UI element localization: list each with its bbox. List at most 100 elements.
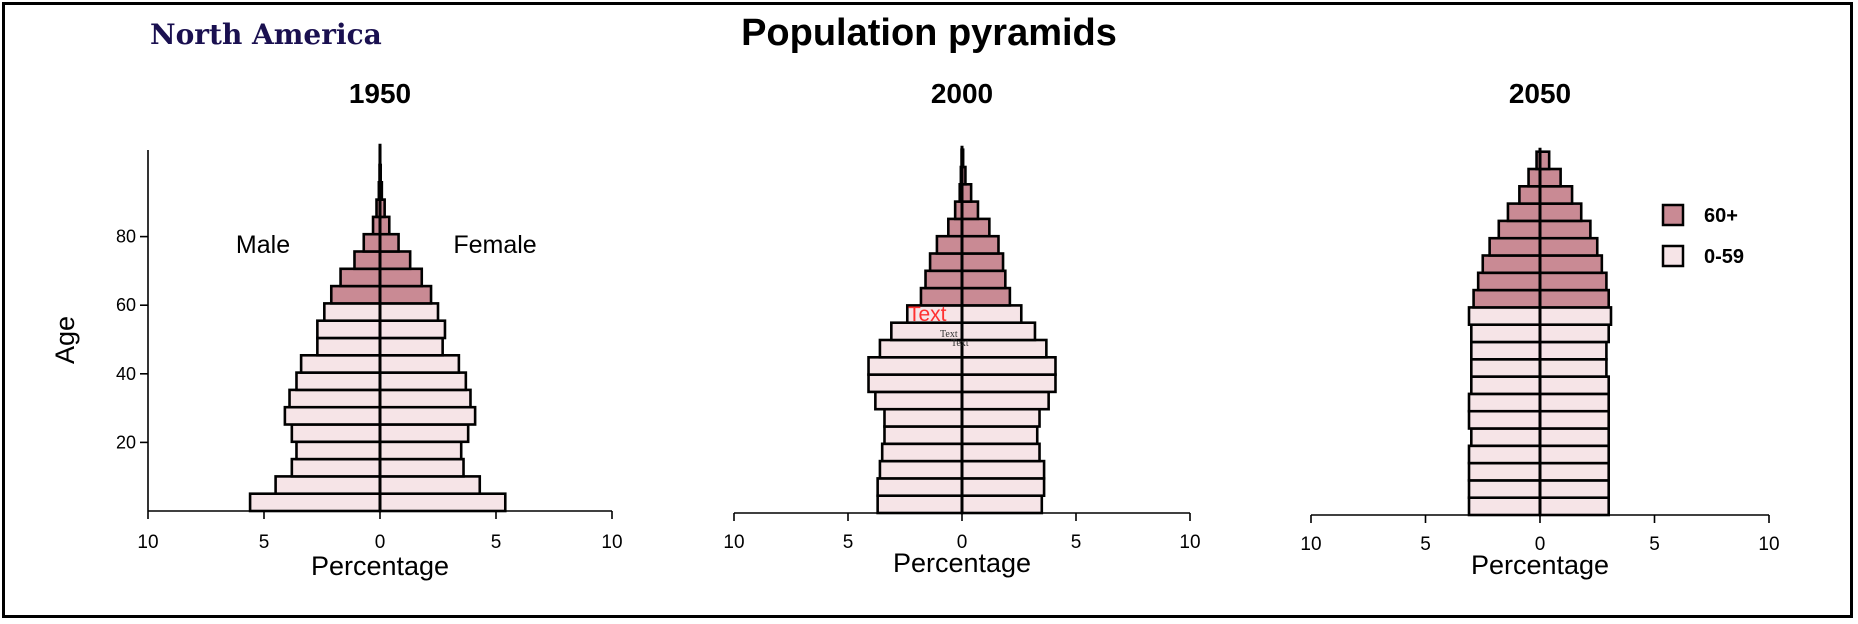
panel-1950-male-bar (288, 388, 382, 409)
panel-2000-female-bar (960, 269, 1007, 290)
panel-2000-male-bar (876, 477, 964, 497)
panel-1950-female-bar (378, 267, 424, 288)
panel-2000-male-bar (947, 217, 964, 238)
panel-1950-male-bar (316, 336, 382, 357)
panel-2000-male-bar (876, 494, 964, 515)
panel-1950-female-bar (378, 319, 447, 340)
panel-1950-male-bar (274, 475, 382, 495)
panel-2000-x-tick-label: 0 (957, 532, 968, 553)
panel-2000-female-bar (960, 355, 1057, 376)
panel-2050-female-bar (1538, 254, 1604, 275)
panel-2050-female-bar (1538, 479, 1610, 499)
panel-2000-female-bar (960, 304, 1023, 324)
panel-2000-male-bar (928, 252, 964, 273)
panel-1950-female-bar (378, 388, 472, 409)
panel-1950-male-bar (295, 371, 382, 392)
panel-2000-female-bar (960, 407, 1041, 428)
panel-2000-female-bar (960, 442, 1041, 463)
panel-2050-female-bar (1538, 323, 1610, 344)
panel-2050-female-bar (1538, 375, 1610, 396)
panel-1950-female-bar (378, 440, 463, 461)
panel-2050-female-bar (1538, 496, 1610, 517)
panel-2050-male-bar (1476, 271, 1542, 292)
panel-1950-female-bar (378, 405, 477, 426)
legend-label-old: 60+ (1704, 205, 1738, 227)
panel-2000-male-bar (878, 338, 964, 359)
panel-2000-male-bar (880, 442, 964, 463)
panel-2050-male-bar (1467, 306, 1542, 326)
panel-2050-year-title: 2050 (1509, 78, 1571, 109)
panel-1950-female-bar (378, 250, 412, 271)
panel-1950-female-bar (378, 302, 440, 322)
panel-1950-male-bar (299, 353, 382, 374)
panel-2000-male-bar (883, 425, 964, 446)
panel-2050-female-bar (1538, 167, 1562, 188)
panel-1950-x-tick-label: 5 (491, 532, 502, 553)
panel-1950-male-bar (295, 440, 382, 461)
panel-2050-female-bar (1538, 288, 1610, 309)
region-label: North America (150, 18, 382, 51)
panel-2000-female-bar (960, 200, 980, 221)
panel-2050-male-bar (1497, 219, 1542, 240)
panel-2000-female-bar (960, 425, 1039, 446)
panel-1950-x-tick-label: 10 (601, 532, 622, 553)
panel-2000-male-bar (878, 459, 964, 480)
panel-1950-female-bar (378, 457, 465, 478)
panel-2050-female-bar (1538, 219, 1592, 240)
panel-1950-male-bar (290, 423, 382, 444)
panel-1950-female-bar (378, 336, 444, 357)
panel-2000-female-bar (960, 477, 1046, 497)
panel-2050-female-bar (1538, 461, 1610, 482)
panel-2000-male-bar (867, 373, 964, 394)
panel-1950-female-bar (378, 423, 470, 444)
panel-2000-female-bar (960, 494, 1044, 515)
panel-2050-female-bar (1538, 236, 1599, 257)
panel-2050-male-bar (1481, 254, 1542, 275)
panel-1950-female-bar (378, 232, 400, 253)
annotation-text-red: Text (908, 303, 947, 326)
panel-2050-x-tick-label: 5 (1420, 534, 1431, 555)
panel-2050-x-tick-label: 5 (1649, 534, 1660, 555)
panel-1950-x-tick-label: 10 (137, 532, 158, 553)
panel-2000-x-tick-label: 10 (1179, 532, 1200, 553)
panel-2050-male-bar (1470, 427, 1542, 448)
panel-2000-male-bar (874, 390, 964, 411)
legend-swatch-old (1661, 203, 1685, 227)
panel-2000-female-bar (960, 390, 1050, 411)
panel-2050-male-bar (1470, 357, 1542, 378)
panel-1950-female-bar (378, 353, 461, 374)
panel-2000-female-bar (960, 217, 991, 238)
panel-2000-female-bar (960, 321, 1037, 342)
panel-2050-female-bar (1538, 409, 1610, 430)
panel-2050-male-bar (1467, 409, 1542, 430)
panel-2050-female-bar (1538, 185, 1574, 205)
panel-2000-male-bar (935, 234, 964, 255)
annotation-text-small: Text (940, 329, 958, 340)
y-tick-label: 60 (116, 295, 136, 315)
panel-2050-female-bar (1538, 427, 1610, 448)
panel-1950-male-bar (323, 302, 382, 322)
legend-label-young: 0-59 (1704, 246, 1744, 268)
annotation-text-small: Text (951, 338, 969, 349)
panel-2050-female-bar (1538, 340, 1608, 361)
panel-2050-female-bar (1538, 357, 1608, 378)
panel-1950-male-bar (339, 267, 382, 288)
panel-2050-male-bar (1518, 185, 1542, 205)
panel-2050-female-bar (1538, 392, 1610, 413)
y-axis-label: Age (50, 316, 80, 364)
panel-2000-x-tick-label: 5 (843, 532, 854, 553)
panel-2000-x-tick-label: 5 (1071, 532, 1082, 553)
y-tick-label: 20 (116, 432, 136, 452)
panel-2050-male-bar (1470, 375, 1542, 396)
panel-2050-male-bar (1467, 392, 1542, 413)
panel-2050-male-bar (1506, 202, 1542, 223)
panel-1950-male-bar (283, 405, 382, 426)
panel-2000-female-bar (960, 459, 1046, 480)
panel-2000-female-bar (960, 338, 1048, 359)
panel-1950-x-axis-label: Percentage (311, 551, 449, 581)
panel-2050-male-bar (1470, 340, 1542, 361)
panel-2050-x-tick-label: 0 (1535, 534, 1546, 555)
panel-2050-male-bar (1467, 444, 1542, 465)
panel-2050-female-bar (1538, 306, 1613, 326)
